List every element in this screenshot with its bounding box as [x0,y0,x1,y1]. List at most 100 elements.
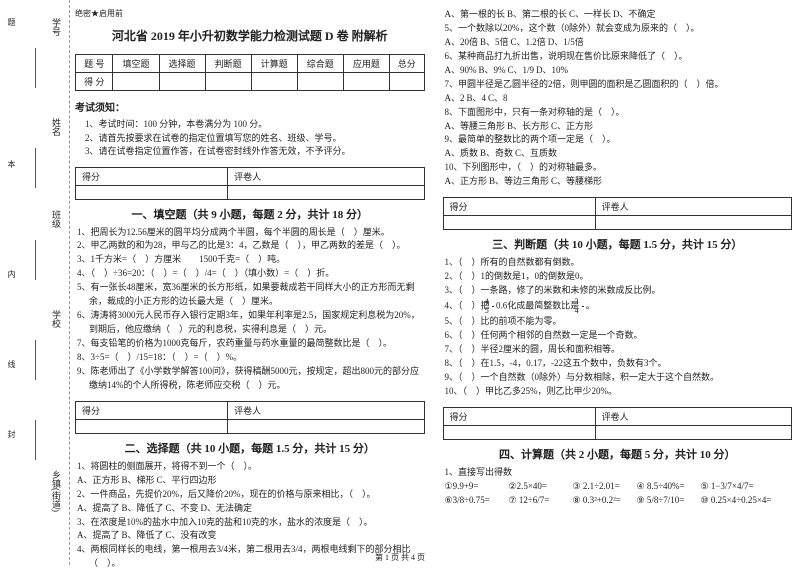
calc-item: ⑧ 0.3²+0.2²= [585,494,643,508]
page-footer: 第 1 页 共 4 页 [0,552,800,563]
grader-label: 评卷人 [228,401,424,419]
grader-label: 评卷人 [595,198,791,216]
th: 填空题 [113,55,159,73]
calc-item: ①9.9+9= [457,480,515,494]
calc-item: ⑩ 0.25×4÷0.25×4= [713,494,774,508]
th: 判断题 [205,55,251,73]
section-judge-title: 三、判断题（共 10 小题，每题 1.5 分，共计 15 分） [443,236,793,252]
label-student-id: 学号 [50,18,63,36]
field-line [35,148,36,188]
calc-item: ⑦ 12÷6/7= [521,494,579,508]
row-label: 得 分 [76,73,113,91]
options: A、20倍B、5倍C、1.2倍D、1/5倍 [445,36,793,50]
notice-item: 1、考试时间：100 分钟，本卷满分为 100 分。 [85,118,425,132]
question: 7、甲圆半径是乙圆半径的2倍，则甲圆的面积是乙圆面积的（ ）倍。 [445,78,793,92]
fraction: 34 [582,298,584,315]
question: 5、（ ）比的前项不能为零。 [445,315,793,329]
question: 9、（ ）一个自然数（0除外）与分数相除，积一定大于这个自然数。 [445,371,793,385]
calc-questions: 1、直接写出得数 ①9.9+9= ②2.5×40= ③ 2.1÷2.01= ④ … [443,466,793,508]
score-label: 得分 [76,401,228,419]
table-row: 题 号 填空题 选择题 判断题 计算题 综合题 应用题 总分 [76,55,425,73]
th: 计算题 [251,55,297,73]
choice-questions-cont: A、第一根的长B、第二根的长C、一样长D、不确定 5、一个数除以20%，这个数（… [443,8,793,189]
right-column: A、第一根的长B、第二根的长C、一样长D、不确定 5、一个数除以20%，这个数（… [443,8,793,547]
th: 题 号 [76,55,113,73]
question: 1、把周长为12.56厘米的圆平均分成两个半圆，每个半圆的周长是（ ）厘米。 [77,226,425,240]
exam-title: 河北省 2019 年小升初数学能力检测试题 D 卷 附解析 [75,27,425,44]
th: 选择题 [159,55,205,73]
section-fill-title: 一、填空题（共 9 小题，每题 2 分，共计 18 分） [75,206,425,222]
calc-item: ⑤ 1−3/7×4/7= [713,480,771,494]
question: 2、一件商品，先提价20%，后又降价20%，现在的价格与原来相比，（ ）。 [77,488,425,502]
th: 总分 [389,55,424,73]
dash-char: 本 [6,160,17,168]
options: A、正方形B、等边三角形C、等腰梯形 [445,175,793,189]
th: 综合题 [297,55,343,73]
field-line [35,240,36,280]
options: A、90%B、9%C、1/9D、10% [445,64,793,78]
binding-sidebar: 学号 姓名 班级 学校 乡镇(街道) 题 本 内 线 封 [0,0,70,565]
question: 8、下面图形中，只有一条对称轴的是（ ）。 [445,106,793,120]
notice-title: 考试须知： [75,99,425,114]
fraction: 45 [492,298,494,315]
question: 6、某种商品打九折出售，说明现在售价比原来降低了（ ）。 [445,50,793,64]
notice-item: 2、请首先按要求在试卷的指定位置填写您的姓名、班级、学号。 [85,132,425,146]
question: 3、在浓度是10%的盐水中加入10克的盐和10克的水，盐水的浓度是（ ）。 [77,516,425,530]
section-calc-title: 四、计算题（共 2 小题，每题 5 分，共计 10 分） [443,446,793,462]
question: 2、（ ）1的倒数是1，0的倒数是0。 [445,270,793,284]
question: 7、每支铅笔的价格为1000克每斤，农药重量与药水重量的最简整数比是（ ）。 [77,337,425,351]
question: 5、有一张长48厘米，宽36厘米的长方形纸，如果要裁成若干同样大小的正方形而无剩… [77,281,425,309]
options: A、正方形B、梯形C、平行四边形 [77,474,425,488]
label-class: 班级 [50,210,63,228]
label-school: 学校 [50,310,63,328]
judge-questions: 1、（ ）所有的自然数都有倒数。 2、（ ）1的倒数是1，0的倒数是0。 3、（… [443,256,793,398]
question: 4、（ ）把 45 0.6化成最简整数比是 34 。 [445,298,793,315]
notice-item: 3、请在试卷指定位置作答，在试卷密封线外作答无效，不予评分。 [85,145,425,159]
grader-label: 评卷人 [228,167,424,185]
question: 3、（ ）一条路，修了的米数和未修的米数成反比例。 [445,284,793,298]
secret-line: 绝密★启用前 [75,8,425,19]
fill-questions: 1、把周长为12.56厘米的圆平均分成两个半圆，每个半圆的周长是（ ）厘米。 2… [75,226,425,393]
grader-box: 得分评卷人 [75,167,425,200]
calc-item: ②2.5×40= [521,480,579,494]
left-column: 绝密★启用前 河北省 2019 年小升初数学能力检测试题 D 卷 附解析 题 号… [75,8,425,547]
question: 8、3÷5=（ ）/15=18：（ ）=（ ）%。 [77,351,425,365]
calc-item: ⑥3/8÷0.75= [457,494,515,508]
question: 5、一个数除以20%，这个数（0除外）就会变成为原来的（ ）。 [445,22,793,36]
calc-item: ④ 8.5÷40%= [649,480,707,494]
question: 1、将圆柱的侧面展开，将得不到一个（ ）。 [77,460,425,474]
question: 10、下列图形中，（ ）的对称轴最多。 [445,161,793,175]
question: 10、（ ）甲比乙多25%，则乙比甲少20%。 [445,385,793,399]
label-town: 乡镇(街道) [50,470,63,512]
options: A、第一根的长B、第二根的长C、一样长D、不确定 [445,8,793,22]
grader-label: 评卷人 [595,407,791,425]
options: A、等腰三角形B、长方形C、正方形 [445,120,793,134]
grader-box: 得分评卷人 [75,401,425,434]
question: 9、最简单的整数比的两个项一定是（ ）。 [445,133,793,147]
question: 8、（ ）在1.5，-4，0.17，-22这五个数中，负数有3个。 [445,357,793,371]
dash-char: 题 [6,18,17,26]
question: 4、（ ）÷36=20：（ ）=（ ）/4=（ ）（填小数）=（ ）折。 [77,267,425,281]
options: A、提高了B、降低了C、没有改变 [77,529,425,543]
label-name: 姓名 [50,118,63,136]
options: A、质数B、奇数C、互质数 [445,147,793,161]
notice-list: 1、考试时间：100 分钟，本卷满分为 100 分。 2、请首先按要求在试卷的指… [75,118,425,159]
th: 应用题 [343,55,389,73]
options: A、2B、4C、8 [445,92,793,106]
question: 7、（ ）半径2厘米的圆，周长和面积相等。 [445,343,793,357]
table-row: 得 分 [76,73,425,91]
score-label: 得分 [443,198,595,216]
page-content: 绝密★启用前 河北省 2019 年小升初数学能力检测试题 D 卷 附解析 题 号… [75,8,792,547]
question: 1、（ ）所有的自然数都有倒数。 [445,256,793,270]
field-line [35,420,36,460]
calc-item: ③ 2.1÷2.01= [585,480,643,494]
dash-char: 封 [6,430,17,438]
field-line [35,340,36,380]
score-table: 题 号 填空题 选择题 判断题 计算题 综合题 应用题 总分 得 分 [75,54,425,91]
score-label: 得分 [443,407,595,425]
calc-item: ⑨ 5/8÷7/10= [649,494,707,508]
section-choice-title: 二、选择题（共 10 小题，每题 1.5 分，共计 15 分） [75,440,425,456]
score-label: 得分 [76,167,228,185]
question: 9、陈老师出了《小学数学解答100问》，获得稿酬5000元，按规定，超出800元… [77,365,425,393]
grader-box: 得分评卷人 [443,197,793,230]
